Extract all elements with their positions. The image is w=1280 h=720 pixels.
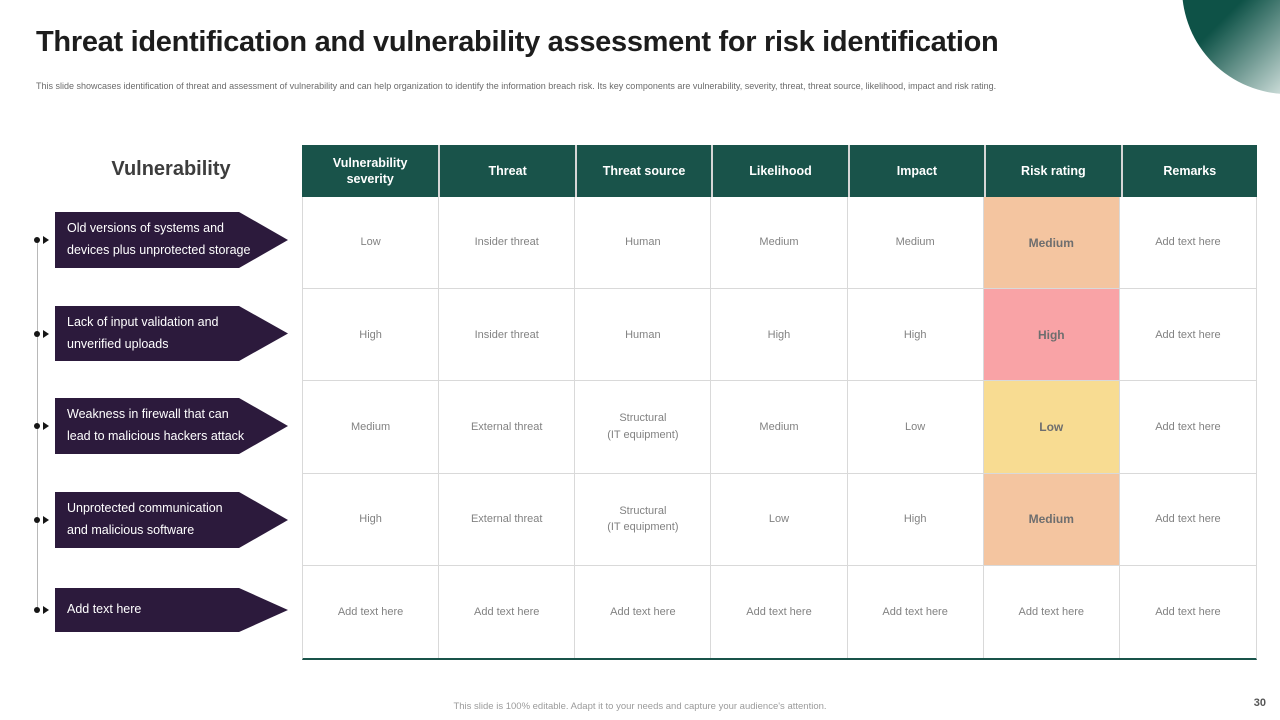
cell-severity: High: [303, 289, 440, 382]
table-body: Low Insider threat Human Medium Medium M…: [302, 197, 1257, 660]
table-row: Add text here Add text here Add text her…: [303, 565, 1256, 658]
cell-likelihood: High: [711, 289, 848, 382]
cell-severity-placeholder[interactable]: Add text here: [303, 565, 440, 658]
cell-threat-source: Structural (IT equipment): [575, 473, 712, 566]
vulnerability-heading: Vulnerability: [111, 158, 231, 180]
connector-dot-icon: [34, 517, 40, 523]
connector-dot-icon: [34, 237, 40, 243]
cell-threat: External threat: [439, 473, 576, 566]
connector-dot-icon: [34, 423, 40, 429]
column-header-remarks: Remarks: [1120, 145, 1257, 197]
cell-remarks-placeholder[interactable]: Add text here: [1119, 381, 1256, 474]
cell-likelihood: Low: [711, 473, 848, 566]
cell-risk-rating: Medium: [983, 197, 1120, 290]
slide-subtitle: This slide showcases identification of t…: [36, 81, 997, 91]
cell-likelihood-placeholder[interactable]: Add text here: [711, 565, 848, 658]
connector-dot-icon: [34, 331, 40, 337]
connector-triangle-icon: [43, 422, 49, 430]
cell-threat-source: Structural (IT equipment): [575, 381, 712, 474]
connector-triangle-icon: [43, 236, 49, 244]
column-header-risk-rating: Risk rating: [984, 145, 1121, 197]
column-header-threat-source: Threat source: [574, 145, 712, 197]
cell-impact: Medium: [847, 197, 984, 290]
connector-dot-icon: [34, 607, 40, 613]
cell-likelihood: Medium: [711, 381, 848, 474]
cell-impact-placeholder[interactable]: Add text here: [847, 565, 984, 658]
cell-severity: High: [303, 473, 440, 566]
editable-note: This slide is 100% editable. Adapt it to…: [453, 701, 827, 712]
cell-threat-placeholder[interactable]: Add text here: [439, 565, 576, 658]
decorative-sphere: [1182, 0, 1280, 94]
cell-risk-rating: Low: [983, 381, 1120, 474]
cell-threat-source: Human: [575, 197, 712, 290]
table-row: High External threat Structural (IT equi…: [303, 473, 1256, 566]
connector-triangle-icon: [43, 330, 49, 338]
connector-triangle-icon: [43, 516, 49, 524]
column-header-vulnerability-severity: Vulnerability severity: [302, 145, 439, 197]
cell-risk-rating-placeholder[interactable]: Add text here: [983, 565, 1120, 658]
cell-threat: Insider threat: [439, 289, 576, 382]
slide-title: Threat identification and vulnerability …: [36, 26, 999, 58]
table-row: Medium External threat Structural (IT eq…: [303, 381, 1256, 474]
cell-severity: Low: [303, 197, 440, 290]
column-header-likelihood: Likelihood: [711, 145, 848, 197]
cell-remarks-placeholder[interactable]: Add text here: [1119, 197, 1256, 290]
cell-remarks-placeholder[interactable]: Add text here: [1119, 289, 1256, 382]
cell-severity: Medium: [303, 381, 440, 474]
vulnerability-arrow: Lack of input validation and unverified …: [55, 306, 288, 361]
cell-remarks-placeholder[interactable]: Add text here: [1119, 565, 1256, 658]
vulnerability-arrow: Unprotected communication and malicious …: [55, 492, 288, 548]
cell-threat-source: Human: [575, 289, 712, 382]
column-header-impact: Impact: [847, 145, 985, 197]
column-header-threat: Threat: [438, 145, 575, 197]
cell-threat: Insider threat: [439, 197, 576, 290]
table-header-row: Vulnerability severity Threat Threat sou…: [302, 145, 1257, 197]
page-number: 30: [1253, 697, 1266, 709]
risk-assessment-table: Vulnerability severity Threat Threat sou…: [302, 145, 1257, 660]
cell-impact: High: [847, 289, 984, 382]
cell-threat-source-placeholder[interactable]: Add text here: [575, 565, 712, 658]
vulnerability-arrow: Old versions of systems and devices plus…: [55, 212, 288, 268]
cell-remarks-placeholder[interactable]: Add text here: [1119, 473, 1256, 566]
cell-risk-rating: High: [983, 289, 1120, 382]
vulnerability-arrow: Weakness in firewall that can lead to ma…: [55, 398, 288, 454]
cell-impact: High: [847, 473, 984, 566]
cell-risk-rating: Medium: [983, 473, 1120, 566]
table-row: High Insider threat Human High High High…: [303, 289, 1256, 382]
table-row: Low Insider threat Human Medium Medium M…: [303, 197, 1256, 290]
cell-likelihood: Medium: [711, 197, 848, 290]
vulnerability-arrow-placeholder[interactable]: Add text here: [55, 588, 288, 632]
cell-threat: External threat: [439, 381, 576, 474]
cell-impact: Low: [847, 381, 984, 474]
connector-triangle-icon: [43, 606, 49, 614]
